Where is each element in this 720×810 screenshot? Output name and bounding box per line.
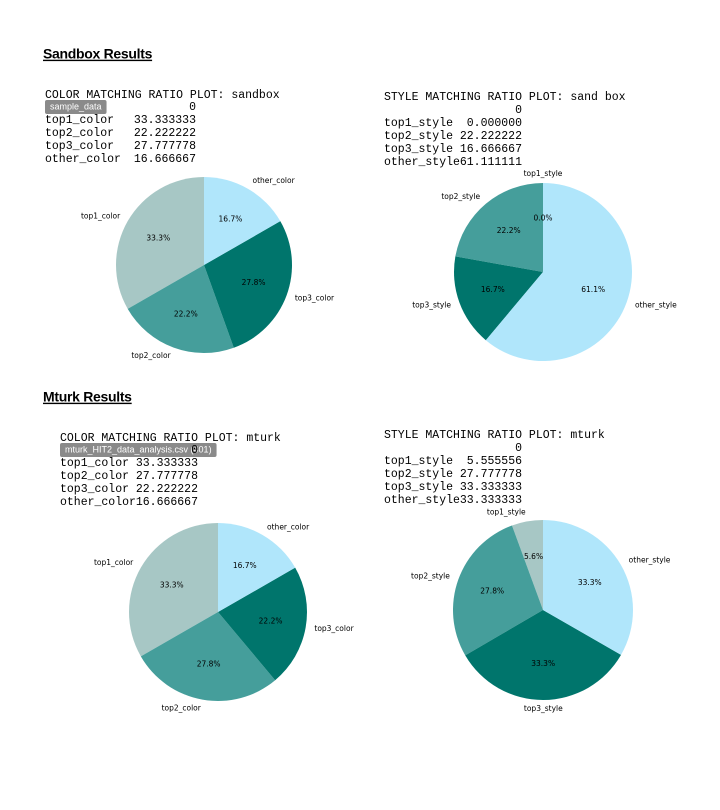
row-value: 27.777778 (134, 140, 196, 153)
slice-value-label: 22.2% (259, 616, 283, 625)
slice-category-label: top3_color (295, 293, 335, 302)
column-header: 0 (515, 442, 522, 455)
slice-category-label: other_color (252, 176, 295, 185)
section-heading: Mturk Results (43, 389, 132, 405)
slice-value-label: 16.7% (219, 214, 243, 223)
row-label: top3_style (384, 481, 453, 494)
row-value: 22.222222 (460, 130, 522, 143)
slice-value-label: 27.8% (480, 587, 504, 596)
column-header: 0 (189, 101, 196, 114)
row-label: other_color (45, 153, 121, 166)
slice-value-label: 22.2% (497, 226, 521, 235)
row-value: 27.777778 (460, 468, 522, 481)
slice-value-label: 5.6% (524, 552, 543, 561)
row-label: other_style (384, 494, 460, 507)
slice-value-label: 27.8% (197, 660, 221, 669)
slice-category-label: top1_color (94, 558, 134, 567)
row-label: top1_color (60, 457, 129, 470)
slice-category-label: top3_style (524, 704, 563, 713)
slice-category-label: top3_color (314, 624, 354, 633)
row-label: top2_color (60, 470, 129, 483)
row-value: 5.555556 (467, 455, 522, 468)
row-value: 22.222222 (134, 127, 196, 140)
badge-label: sample_data (50, 101, 102, 111)
section-heading: Sandbox Results (43, 46, 153, 62)
table-title: COLOR MATCHING RATIO PLOT: mturk (60, 432, 281, 445)
row-value: 33.333333 (134, 114, 196, 127)
slice-category-label: top3_style (412, 300, 451, 309)
slice-value-label: 33.3% (160, 580, 184, 589)
row-value: 33.333333 (136, 457, 198, 470)
pie-slice (204, 221, 292, 348)
slice-value-label: 16.7% (481, 285, 505, 294)
row-value: 61.111111 (460, 156, 522, 169)
slice-value-label: 33.3% (578, 578, 602, 587)
slice-category-label: other_style (629, 555, 671, 564)
column-header: 0 (191, 444, 198, 457)
row-value: 16.666667 (136, 496, 198, 509)
slice-value-label: 0.0% (533, 214, 552, 223)
slice-value-label: 61.1% (581, 285, 605, 294)
badge (45, 100, 107, 114)
row-value: 33.333333 (460, 481, 522, 494)
slice-category-label: top2_color (162, 703, 202, 712)
row-label: top2_style (384, 468, 453, 481)
slice-value-label: 16.7% (233, 561, 257, 570)
table-title: STYLE MATCHING RATIO PLOT: mturk (384, 429, 605, 442)
pie-slice (453, 525, 543, 656)
slice-category-label: other_color (267, 522, 310, 531)
slice-category-label: other_style (635, 300, 677, 309)
row-label: top1_style (384, 455, 453, 468)
slice-value-label: 27.8% (242, 278, 266, 287)
pie-slice (127, 265, 234, 354)
pie-slice (140, 612, 276, 702)
row-value: 22.222222 (136, 483, 198, 496)
pie-slice (204, 177, 281, 265)
row-label: top2_color (45, 127, 114, 140)
row-label: top3_color (45, 140, 114, 153)
pie-slice (465, 610, 622, 701)
slice-category-label: top2_color (131, 351, 171, 360)
slice-category-label: top1_style (487, 508, 526, 517)
row-value: 0.000000 (467, 117, 522, 130)
pie-slice (485, 183, 632, 361)
row-value: 16.666667 (134, 153, 196, 166)
slice-category-label: top2_style (411, 571, 450, 580)
row-value: 16.666667 (460, 143, 522, 156)
slice-category-label: top1_style (524, 169, 563, 178)
badge-label: mturk_HIT2_data_analysis.csv (401) (65, 444, 212, 454)
slice-value-label: 33.3% (531, 659, 555, 668)
pie-slice (115, 177, 204, 309)
pie-slice (455, 183, 543, 272)
row-value: 33.333333 (460, 494, 522, 507)
slice-value-label: 22.2% (174, 310, 198, 319)
row-label: top3_color (60, 483, 129, 496)
pie-slice (129, 523, 218, 657)
table-title: COLOR MATCHING RATIO PLOT: sandbox (45, 89, 280, 102)
row-label: other_color (60, 496, 136, 509)
slice-category-label: top2_style (441, 192, 480, 201)
column-header: 0 (515, 104, 522, 117)
pie-slice (454, 256, 543, 341)
pie-slice (218, 523, 296, 612)
row-label: top2_style (384, 130, 453, 143)
pie-slice (218, 567, 307, 681)
row-value: 27.777778 (136, 470, 198, 483)
pie-slice (543, 520, 634, 655)
table-title: STYLE MATCHING RATIO PLOT: sand box (384, 91, 626, 104)
pie-slice (511, 520, 543, 610)
row-label: other_style (384, 156, 460, 169)
row-label: top1_style (384, 117, 453, 130)
row-label: top1_color (45, 114, 114, 127)
row-label: top3_style (384, 143, 453, 156)
slice-category-label: top1_color (81, 212, 121, 221)
badge (60, 443, 217, 457)
slice-value-label: 33.3% (146, 234, 170, 243)
